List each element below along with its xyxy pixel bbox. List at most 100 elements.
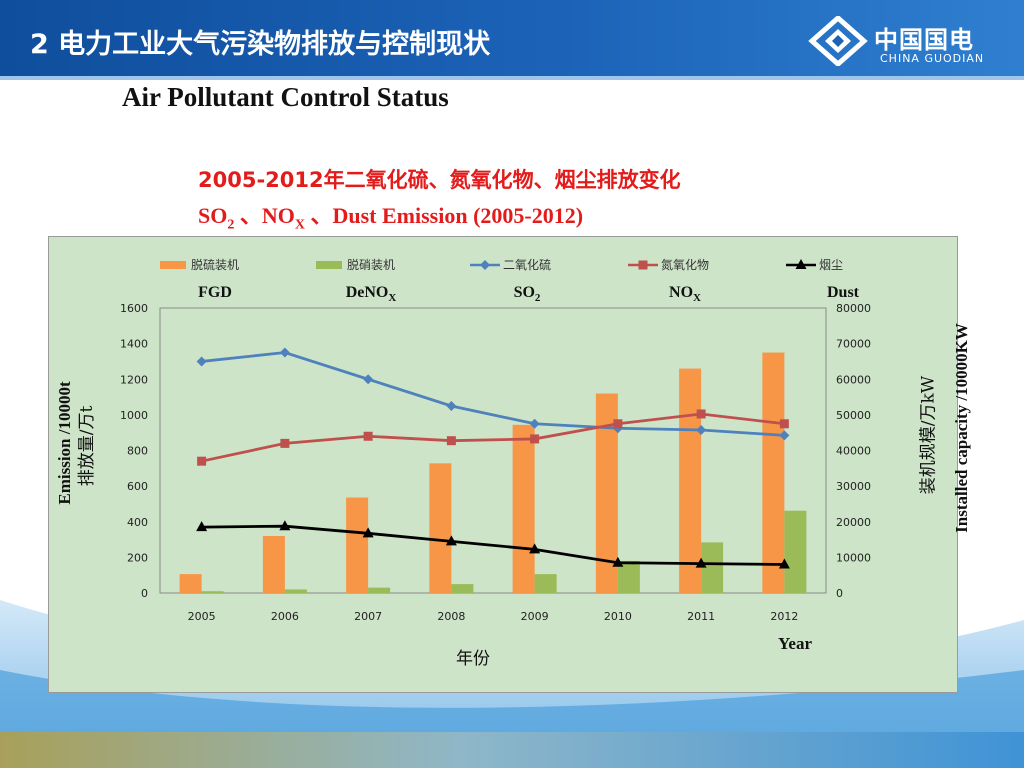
nox-point	[696, 409, 706, 419]
fgd-bar	[679, 368, 702, 593]
legend-label: 氮氧化物	[661, 257, 709, 272]
logo-text-cn: 中国国电	[874, 26, 974, 54]
left-axis-tick-label: 200	[127, 551, 148, 564]
denox-bar	[617, 560, 640, 593]
so2-point	[196, 356, 207, 367]
dust-point	[529, 543, 541, 554]
emission-chart: 0 200 400 600 800 1000 1200 1400 1600 0 10000 20000…	[48, 236, 958, 693]
header-stripe	[0, 76, 1024, 80]
so2-point	[696, 425, 707, 436]
legend-marker	[480, 260, 490, 270]
nox-line	[201, 412, 785, 463]
fgd-bar	[595, 393, 618, 593]
legend-english-label: Dust	[827, 284, 860, 301]
x-axis-tick-label: 2005	[188, 610, 216, 623]
legend-english-label: NOX	[669, 284, 701, 304]
title-so2: SO	[198, 203, 228, 228]
left-axis-tick-label: 400	[127, 516, 148, 529]
denox-bar	[451, 584, 474, 593]
legend-english-label: DeNOX	[346, 284, 397, 304]
nox-point	[446, 436, 456, 446]
so2-line	[201, 351, 785, 437]
denox-bar	[784, 510, 807, 593]
dust-point	[778, 558, 790, 569]
right-axis-tick-label: 80000	[836, 302, 871, 315]
x-axis-tick-label: 2008	[437, 610, 465, 623]
slide-title: 2 电力工业大气污染物排放与控制现状	[30, 29, 491, 60]
subtitle-english: Air Pollutant Control Status	[122, 82, 449, 112]
x-axis-tick-label: 2007	[354, 610, 382, 623]
legend-swatch	[160, 261, 186, 269]
title-nox-sub: X	[294, 217, 305, 233]
legend-marker	[638, 260, 648, 270]
left-axis-tick-label: 1200	[120, 373, 148, 386]
left-axis-tick-label: 1400	[120, 338, 148, 351]
fgd-bar	[512, 424, 535, 593]
logo-diamond-icon	[808, 16, 868, 66]
x-axis-tick-label: 2009	[521, 610, 549, 623]
denox-bar	[534, 574, 557, 593]
legend-label: 脱硝装机	[347, 257, 395, 272]
right-axis-tick-label: 10000	[836, 551, 871, 564]
right-axis-annotation: 装机规模/万kW Installed capacity /10000KW	[901, 290, 981, 580]
china-guodian-logo: 中国国电 CHINA GUODIAN	[808, 16, 1008, 66]
dust-point	[612, 556, 624, 567]
legend-marker	[795, 259, 807, 269]
nox-point	[280, 438, 290, 448]
legend-label: 二氧化硫	[503, 257, 551, 272]
logo-text-en: CHINA GUODIAN	[880, 52, 985, 65]
left-axis-title-cn: 排放量/万t	[77, 406, 97, 487]
title-rest: 、Dust Emission (2005-2012)	[305, 203, 584, 228]
so2-point	[279, 347, 290, 358]
left-axis-tick-label: 1000	[120, 409, 148, 422]
x-axis-tick-label: 2010	[604, 610, 632, 623]
right-axis-tick-label: 20000	[836, 516, 871, 529]
nox-point	[197, 456, 207, 466]
chart-title-cn: 2005-2012年二氧化硫、氮氧化物、烟尘排放变化	[198, 168, 681, 192]
nox-point	[613, 419, 623, 429]
chart-background	[48, 236, 958, 693]
dust-point	[196, 521, 208, 532]
fgd-bar	[429, 463, 452, 593]
bottom-band	[0, 732, 1024, 768]
legend-label: 脱硫装机	[191, 257, 239, 272]
so2-point	[529, 418, 540, 429]
x-axis-tick-label: 2012	[770, 610, 798, 623]
x-axis-title-cn: 年份	[456, 649, 490, 669]
so2-point	[363, 374, 374, 385]
right-axis-tick-label: 70000	[836, 338, 871, 351]
right-axis-tick-label: 60000	[836, 373, 871, 386]
right-axis-title-en: Installed capacity /10000KW	[952, 323, 971, 533]
dust-point	[362, 527, 374, 538]
nox-point	[363, 431, 373, 441]
left-axis-tick-label: 0	[141, 587, 148, 600]
right-axis-title-cn: 装机规模/万kW	[919, 375, 939, 494]
left-axis-title-en: Emission /10000t	[55, 381, 74, 505]
right-axis-tick-label: 50000	[836, 409, 871, 422]
fgd-bar	[262, 536, 285, 593]
legend-label: 烟尘	[819, 258, 843, 272]
title-so2-sub: 2	[227, 217, 235, 233]
legend-english-label: SO2	[514, 284, 541, 304]
denox-bar	[701, 542, 724, 593]
denox-bar	[284, 589, 307, 593]
x-axis-tick-label: 2006	[271, 610, 299, 623]
right-axis-tick-label: 30000	[836, 480, 871, 493]
denox-bar	[368, 587, 391, 593]
right-axis-tick-label: 40000	[836, 445, 871, 458]
fgd-bar	[762, 352, 785, 593]
so2-point	[779, 430, 790, 441]
right-axis-tick-label: 0	[836, 587, 843, 600]
nox-point	[779, 419, 789, 429]
x-axis-title-en: Year	[778, 634, 812, 653]
chart-container: 0 200 400 600 800 1000 1200 1400 1600 0 10000 20000…	[48, 236, 958, 693]
title-nox: 、NO	[234, 203, 295, 228]
legend-english-label: FGD	[198, 284, 232, 301]
fgd-bar	[179, 574, 202, 593]
so2-point	[446, 400, 457, 411]
left-axis-tick-label: 600	[127, 480, 148, 493]
header-bar	[0, 0, 1024, 76]
x-axis-tick-label: 2011	[687, 610, 715, 623]
dust-point	[279, 520, 291, 531]
chart-title-en: SO2 、NOX 、Dust Emission (2005-2012)	[198, 198, 583, 233]
